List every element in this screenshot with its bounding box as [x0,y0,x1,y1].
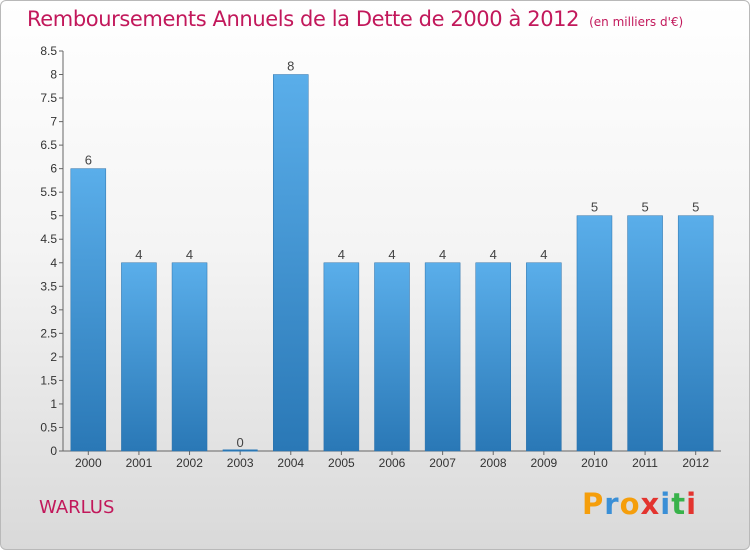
logo-letter: r [604,487,620,521]
y-tick-label: 3.5 [40,279,57,293]
y-tick-label: 0.5 [40,420,57,434]
data-label-2002: 4 [186,247,193,262]
y-tick-label: 8 [50,68,57,82]
y-tick-label: 4.5 [40,232,57,246]
data-labels: 6 4 4 0 8 4 4 4 4 4 5 5 5 [85,59,700,450]
x-tick-label: 2007 [429,456,456,470]
bars [70,74,714,452]
x-tick-label: 2006 [379,456,406,470]
bar-2001 [121,262,157,452]
data-label-2003: 0 [237,435,244,450]
y-tick-label: 1.5 [40,373,57,387]
x-tick-label: 2004 [277,456,304,470]
bar-2012 [677,215,714,452]
bar-2007 [424,262,461,452]
logo-letter: t [671,487,687,521]
x-tick-label: 2011 [632,456,658,470]
bar-2008 [475,262,511,452]
axes: 0 0.5 1 1.5 2 2.5 3 3.5 4 4.5 5 5.5 6 6.5 7 7.5 8 8.5 2000… [40,44,721,470]
y-tick-label: 7 [50,115,57,129]
y-tick-label: 3 [50,303,57,317]
logo-letter: o [619,487,641,521]
data-label-2012: 5 [692,200,699,215]
x-tick-label: 2012 [682,456,709,470]
x-tick-label: 2005 [328,456,355,470]
y-tick-label: 4 [50,256,57,270]
bar-2005 [323,262,360,452]
bar-2006 [374,262,410,452]
logo-letter: i [660,487,672,521]
proxiti-logo[interactable]: Proxiti [582,487,697,521]
y-tick-label: 0 [50,444,57,458]
bar-2011 [627,215,663,452]
x-tick-label: 2000 [75,456,102,470]
y-tick-label: 2 [50,350,57,364]
x-tick-label: 2009 [530,456,557,470]
bar-2010 [576,215,613,452]
data-label-2007: 4 [439,247,446,262]
y-tick-label: 6 [50,162,57,176]
bar-2009 [526,262,562,452]
y-tick-label: 5 [50,209,57,223]
x-tick-label: 2001 [126,456,153,470]
logo-letter: P [582,487,605,521]
bar-2002 [171,262,208,452]
x-tick-label: 2010 [581,456,608,470]
bar-2000 [70,168,107,452]
data-label-2011: 5 [641,200,648,215]
y-tick-label: 2.5 [40,326,57,340]
y-tick-label: 5.5 [40,185,57,199]
unit-label: (en milliers d'€) [589,15,684,29]
chart-title: Remboursements Annuels de la Dette de 20… [27,7,580,31]
commune-name: WARLUS [39,497,115,518]
data-label-2010: 5 [591,200,598,215]
logo-letter: i [686,487,698,521]
x-tick-label: 2002 [176,456,203,470]
y-tick-label: 8.5 [40,44,57,58]
chart-title-block: Remboursements Annuels de la Dette de 20… [27,7,683,31]
y-tick-label: 7.5 [40,91,57,105]
x-tick-label: 2003 [227,456,254,470]
data-label-2001: 4 [135,247,142,262]
bar-2004 [273,74,309,452]
y-tick-label: 1 [50,397,57,411]
data-label-2004: 8 [287,59,294,74]
data-label-2006: 4 [388,247,395,262]
data-label-2005: 4 [338,247,345,262]
x-tick-label: 2008 [480,456,507,470]
logo-letter: x [640,487,661,521]
data-label-2000: 6 [85,153,92,168]
y-tick-label: 6.5 [40,138,57,152]
data-label-2008: 4 [490,247,497,262]
data-label-2009: 4 [540,247,547,262]
